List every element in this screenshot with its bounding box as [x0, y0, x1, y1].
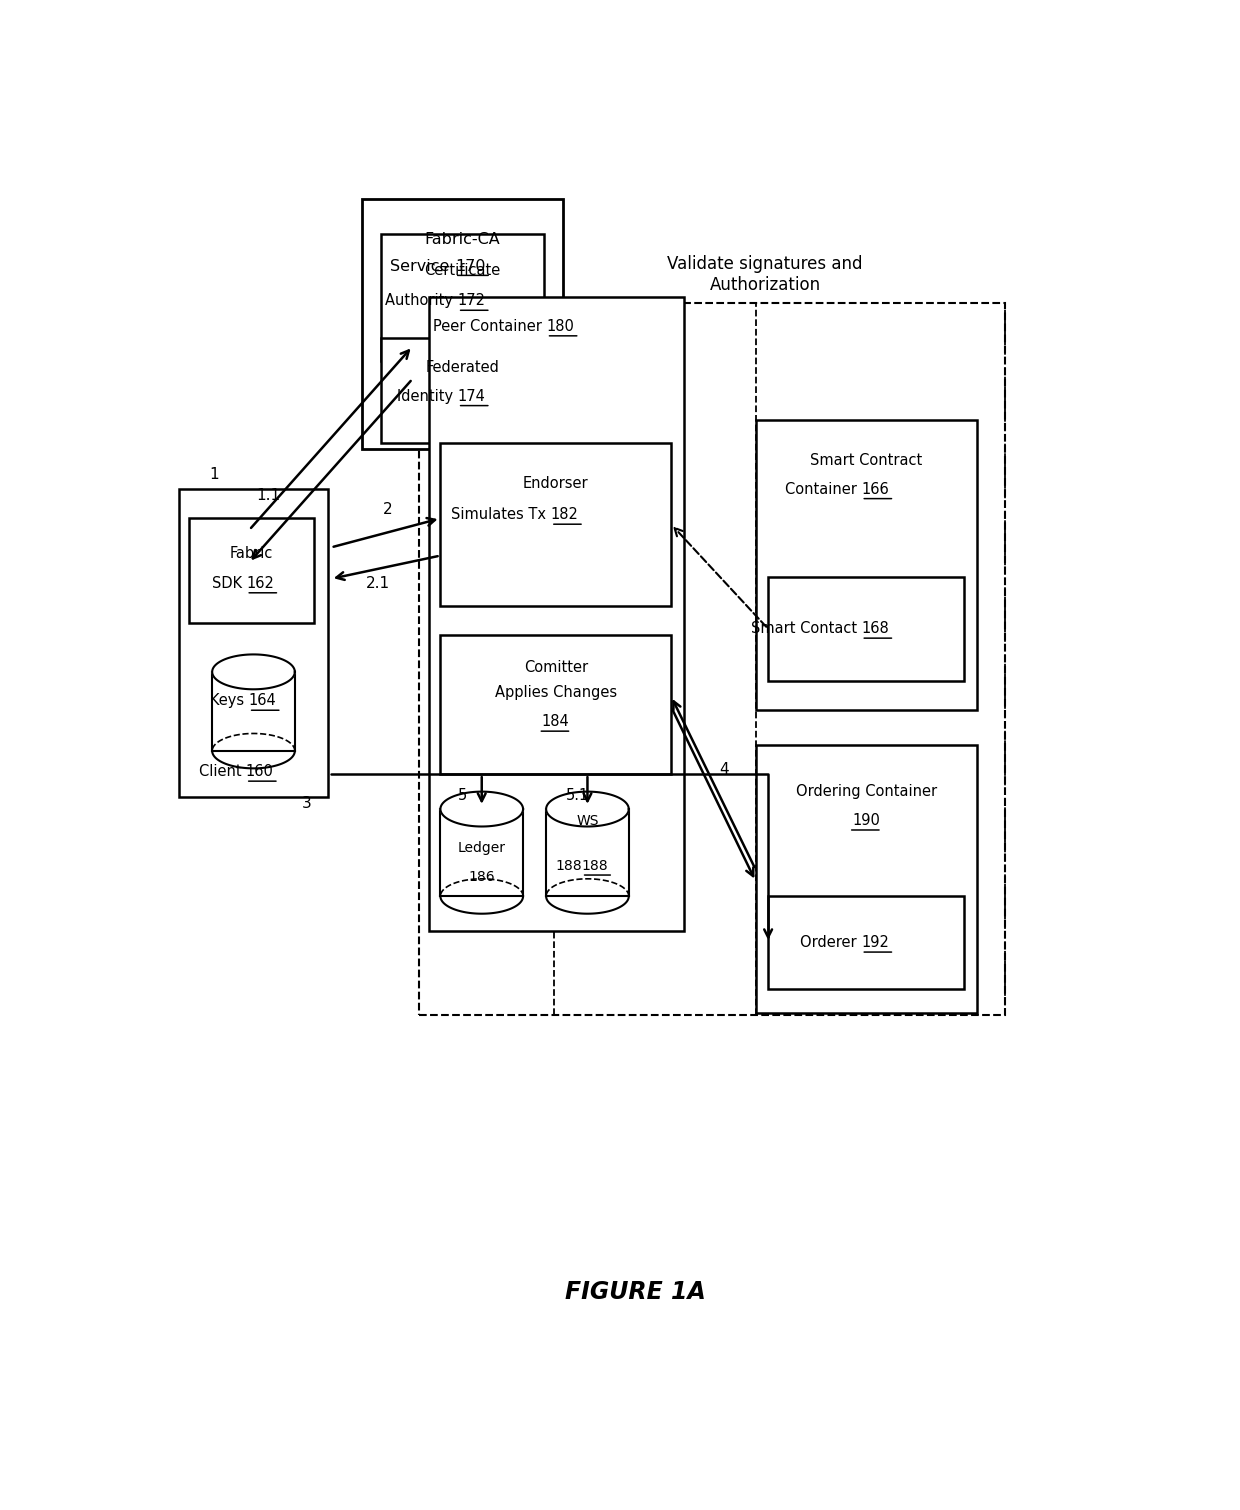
Bar — [440, 442, 671, 606]
Text: 2.1: 2.1 — [366, 575, 391, 590]
Text: Fabric-CA: Fabric-CA — [424, 233, 501, 246]
Text: Client: Client — [198, 764, 246, 779]
Text: Ledger: Ledger — [458, 841, 506, 855]
Text: Service: Service — [391, 258, 455, 273]
Text: 166: 166 — [862, 482, 889, 497]
Bar — [381, 234, 544, 361]
Text: 5.1: 5.1 — [567, 788, 589, 803]
Bar — [362, 199, 563, 448]
Text: Validate signatures and
Authorization: Validate signatures and Authorization — [667, 255, 863, 293]
Text: Peer Container: Peer Container — [433, 319, 547, 334]
Text: Keys: Keys — [210, 693, 249, 708]
Text: 188: 188 — [582, 859, 609, 873]
Text: 164: 164 — [249, 693, 277, 708]
Polygon shape — [212, 654, 295, 689]
Text: 184: 184 — [542, 714, 569, 729]
Text: Identity: Identity — [397, 388, 458, 403]
Text: 3: 3 — [303, 796, 311, 811]
Bar — [429, 297, 683, 932]
Text: 192: 192 — [862, 935, 889, 950]
Text: Ordering Container: Ordering Container — [796, 784, 936, 799]
Bar — [179, 489, 327, 797]
Text: 2: 2 — [383, 501, 392, 516]
Text: Simulates Tx: Simulates Tx — [451, 507, 551, 522]
Text: FIGURE 1A: FIGURE 1A — [565, 1279, 706, 1303]
Text: 172: 172 — [458, 293, 486, 308]
Text: Certificate: Certificate — [424, 263, 501, 278]
Text: Orderer: Orderer — [800, 935, 862, 950]
Bar — [755, 744, 977, 1013]
Text: 5: 5 — [458, 788, 467, 803]
Text: Comitter: Comitter — [523, 660, 588, 675]
Text: 170: 170 — [455, 258, 485, 273]
Polygon shape — [440, 791, 523, 826]
Text: 174: 174 — [458, 388, 486, 403]
Text: SDK: SDK — [212, 575, 247, 590]
Text: Smart Contract: Smart Contract — [810, 453, 923, 468]
Bar — [440, 634, 671, 775]
Text: 168: 168 — [862, 621, 889, 636]
Text: 4: 4 — [719, 763, 729, 778]
Polygon shape — [440, 809, 523, 897]
Text: 1.1: 1.1 — [257, 488, 280, 503]
Bar — [768, 897, 965, 989]
Text: 160: 160 — [246, 764, 274, 779]
Text: Container: Container — [785, 482, 862, 497]
Text: 180: 180 — [547, 319, 574, 334]
Bar — [419, 304, 1006, 1015]
Text: 162: 162 — [247, 575, 274, 590]
Text: 186: 186 — [469, 870, 495, 883]
Bar — [755, 420, 977, 710]
Bar — [768, 577, 965, 681]
Polygon shape — [546, 791, 629, 826]
Bar — [188, 518, 314, 624]
Text: 188: 188 — [556, 859, 582, 873]
Text: 182: 182 — [551, 507, 579, 522]
Bar — [381, 338, 544, 442]
Text: Applies Changes: Applies Changes — [495, 686, 616, 701]
Text: 190: 190 — [852, 814, 880, 827]
Text: Fabric: Fabric — [229, 545, 273, 560]
Text: Authority: Authority — [386, 293, 458, 308]
Text: Federated: Federated — [425, 359, 500, 374]
Text: 1: 1 — [210, 467, 219, 482]
Text: Endorser: Endorser — [523, 476, 589, 491]
Polygon shape — [546, 809, 629, 897]
Text: Smart Contact: Smart Contact — [750, 621, 862, 636]
Polygon shape — [212, 672, 295, 750]
Text: WS: WS — [577, 814, 599, 827]
